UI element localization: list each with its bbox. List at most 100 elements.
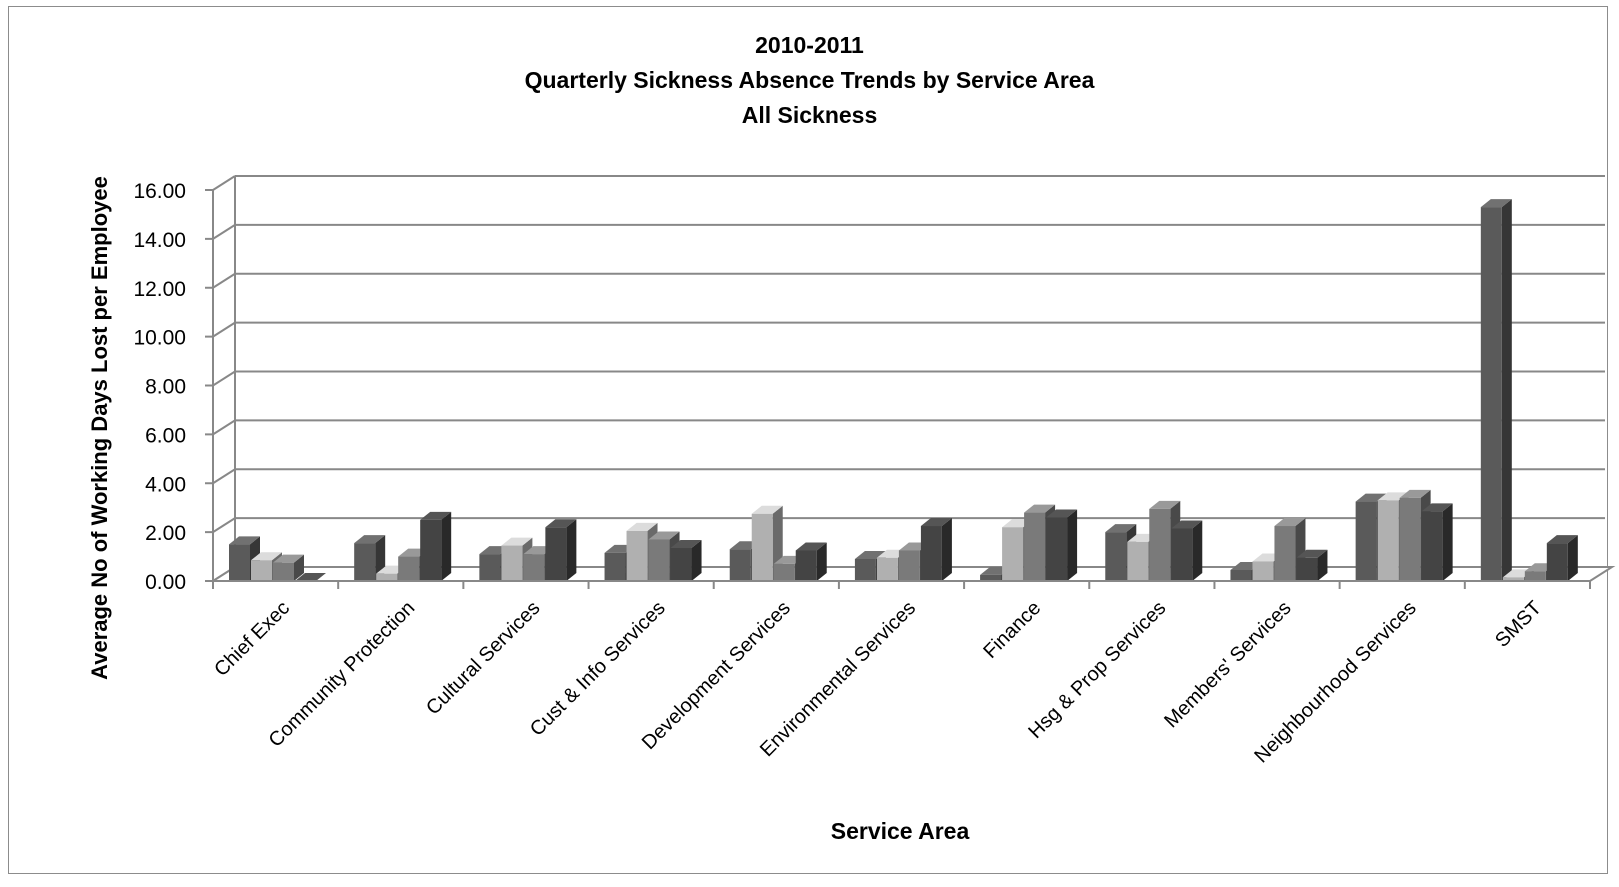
bar <box>1274 526 1296 581</box>
chart-title: 2010-2011 Quarterly Sickness Absence Tre… <box>0 28 1619 133</box>
bar-top <box>1546 535 1578 544</box>
bar <box>980 574 1002 581</box>
bar <box>1421 511 1443 581</box>
bar <box>1296 557 1318 581</box>
bar-side <box>1501 199 1512 581</box>
bar <box>729 549 751 581</box>
bar <box>854 559 876 581</box>
y-tick-label: 10.00 <box>133 327 186 350</box>
y-tick-label: 16.00 <box>133 180 186 203</box>
bar <box>1230 570 1252 581</box>
bar-top <box>795 542 827 551</box>
x-tick-label: Hsg & Prop Services <box>1024 597 1170 743</box>
bar-side <box>1567 535 1578 581</box>
bar-top <box>229 536 260 545</box>
x-tick-label: Chief Exec <box>210 597 294 681</box>
bar <box>898 550 920 581</box>
bar-top <box>1149 500 1181 509</box>
y-tick-label: 12.00 <box>133 278 186 301</box>
bar-top <box>920 518 952 527</box>
bar-top <box>251 552 282 561</box>
bar <box>773 563 795 581</box>
bar <box>1149 508 1171 581</box>
bar-top <box>751 505 783 514</box>
bar <box>229 544 250 581</box>
bar <box>523 554 545 581</box>
y-tick-label: 14.00 <box>133 229 186 252</box>
bar <box>273 562 294 581</box>
bar-top <box>1024 504 1056 513</box>
chart-title-line-3: All Sickness <box>741 102 878 128</box>
x-tick-label: Finance <box>979 597 1045 663</box>
bar-top <box>545 519 577 528</box>
bar <box>1502 577 1524 581</box>
bar <box>604 552 626 581</box>
bar <box>545 527 567 581</box>
bar <box>1524 571 1546 581</box>
bar-top <box>648 531 680 540</box>
chart-title-line-1: 2010-2011 <box>755 32 864 58</box>
x-axis-title: Service Area <box>830 818 970 844</box>
gridline-depth <box>212 517 236 533</box>
bar-top <box>1046 509 1078 518</box>
bar-top <box>295 573 326 581</box>
gridline-depth <box>212 321 236 338</box>
bar <box>1480 207 1502 581</box>
bar-side <box>294 554 304 581</box>
bar-side <box>1192 520 1203 581</box>
bar <box>751 513 773 581</box>
bar <box>398 556 420 581</box>
bar-top <box>501 537 533 546</box>
y-tick-label: 0.00 <box>145 571 186 594</box>
x-tick-label: Cultural Services <box>422 597 544 719</box>
x-tick-label: Community Protection <box>265 597 420 752</box>
bar-top <box>1274 518 1306 527</box>
x-tick-label: Members' Services <box>1160 597 1295 732</box>
gridline-depth <box>212 224 236 240</box>
bar-side <box>1442 503 1453 581</box>
bar <box>354 543 376 581</box>
bar <box>626 530 648 581</box>
bar-side <box>816 542 827 581</box>
chart-frame <box>8 6 1608 874</box>
bar-top <box>1105 524 1137 533</box>
gridline-depth <box>212 175 236 191</box>
bar <box>1355 501 1377 581</box>
bar-top <box>1399 489 1431 498</box>
gridline-depth <box>212 370 236 387</box>
bar <box>1171 528 1193 581</box>
bar-side <box>1317 549 1328 581</box>
bar-side <box>691 540 702 581</box>
bar <box>876 557 898 581</box>
bar-side <box>566 519 577 581</box>
chart-title-line-2: Quarterly Sickness Absence Trends by Ser… <box>524 67 1095 93</box>
bar-side <box>441 511 452 581</box>
bar <box>1377 500 1399 581</box>
bar <box>501 545 523 581</box>
bar <box>648 539 670 581</box>
x-tick-label: Cust & Info Services <box>526 597 670 741</box>
bar <box>1399 497 1421 581</box>
y-tick-label: 8.00 <box>145 376 186 399</box>
gridline-depth <box>212 272 236 289</box>
bar <box>1127 541 1149 581</box>
bar <box>1046 517 1068 581</box>
bar-top <box>626 522 658 531</box>
bar <box>1252 561 1274 581</box>
bar <box>1546 543 1568 581</box>
bar <box>479 554 501 581</box>
y-tick-label: 6.00 <box>145 424 186 447</box>
bar-side <box>941 518 952 581</box>
bar-side <box>1067 509 1078 581</box>
y-tick-label: 4.00 <box>145 473 186 496</box>
bar <box>1002 527 1024 581</box>
bar <box>1024 512 1046 581</box>
bar-top <box>420 511 452 520</box>
gridline-depth <box>212 419 236 436</box>
y-tick-label: 2.00 <box>145 522 186 545</box>
bar <box>251 560 272 581</box>
bar-top <box>1421 503 1453 512</box>
bar <box>420 519 442 581</box>
bar-top <box>670 540 702 549</box>
